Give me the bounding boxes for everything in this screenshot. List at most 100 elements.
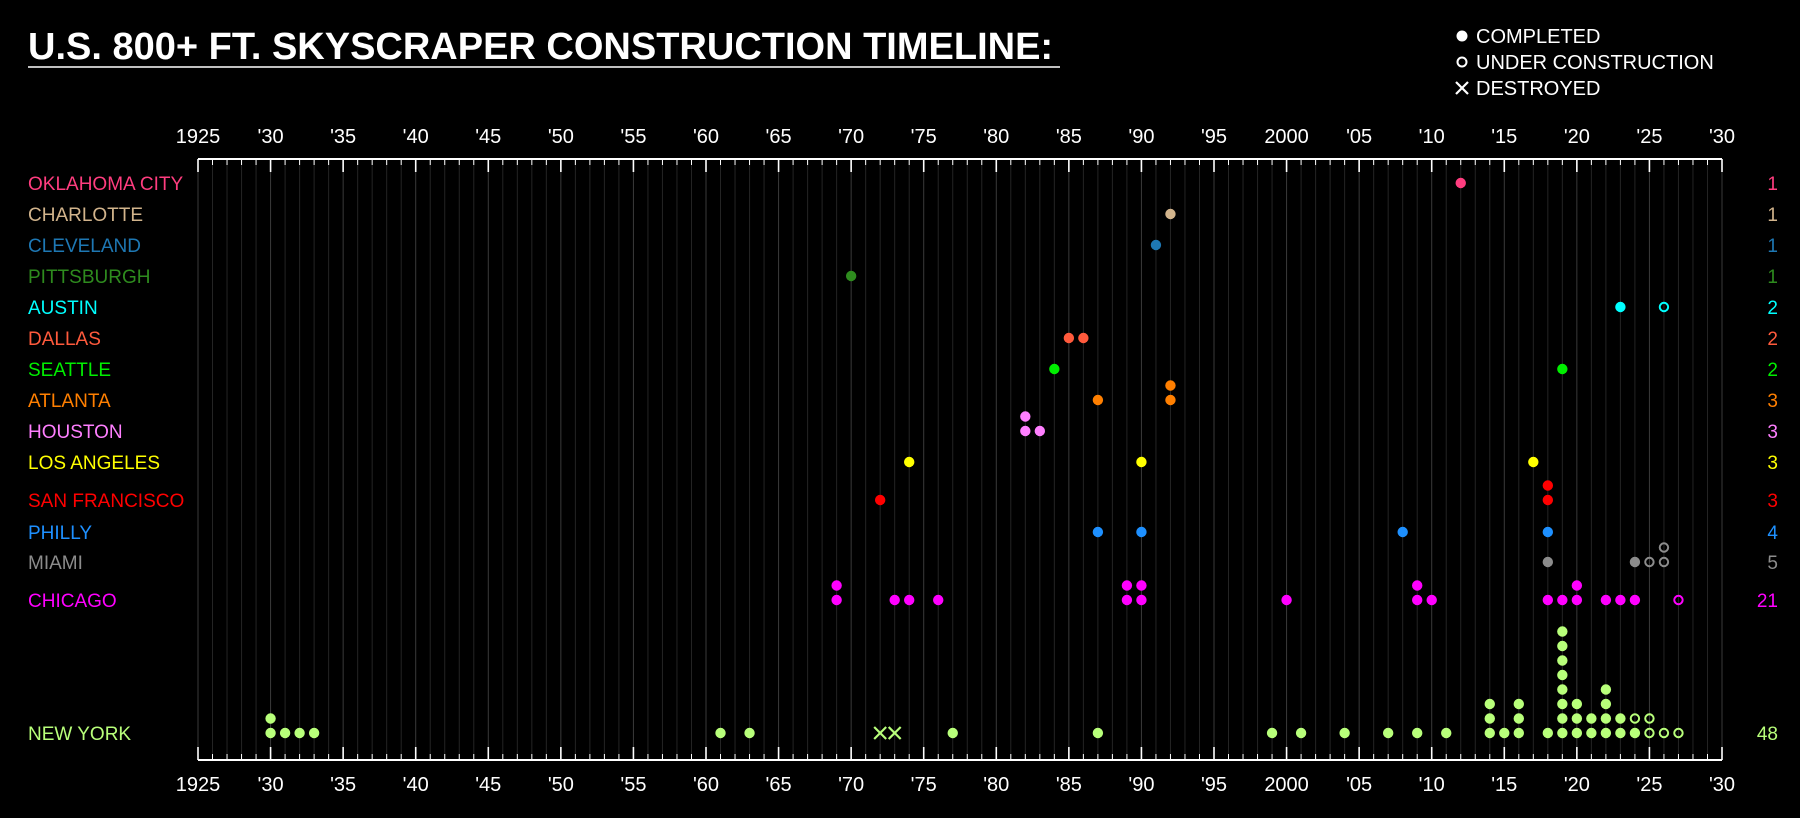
top-tick-label: '80 [983,126,1009,148]
bottom-tick-label: '05 [1346,774,1372,796]
city-count-austin: 2 [1767,298,1778,319]
completed-mark [1542,526,1554,538]
completed-mark [1426,594,1437,606]
top-tick-label: '70 [838,126,864,148]
completed-mark [1571,594,1583,606]
completed-mark [1165,380,1176,391]
bottom-tick-label: '20 [1564,774,1590,796]
completed-mark [1557,363,1568,375]
bottom-tick-label: '95 [1201,774,1227,796]
city-label-atlanta: ATLANTA [28,391,111,412]
completed-mark [1165,394,1176,406]
bottom-tick-label: 2000 [1264,774,1309,796]
completed-mark [1629,594,1641,606]
completed-mark [294,727,305,739]
completed-mark [1557,655,1568,666]
completed-mark [1339,727,1350,739]
city-label-austin: AUSTIN [28,298,98,319]
city-count-dallas: 2 [1767,329,1778,350]
completed-mark [831,594,842,606]
bottom-tick-label: '70 [838,774,864,796]
completed-mark [889,594,900,606]
top-tick-label: 1925 [176,126,221,148]
under-construction-mark [1658,301,1670,313]
destroyed-mark-stroke [887,726,902,740]
completed-mark [1121,594,1133,606]
top-tick-label: '50 [548,126,574,148]
completed-mark [1513,713,1525,724]
bottom-tick-label: '50 [548,774,574,796]
city-label-chicago: CHICAGO [28,591,117,612]
completed-mark [1412,727,1423,739]
completed-mark [1484,727,1495,739]
city-count-seattle: 2 [1767,360,1778,381]
top-tick-label: '30 [1709,126,1735,148]
city-label-oklahoma-city: OKLAHOMA CITY [28,174,184,195]
bottom-tick-label: '15 [1491,774,1517,796]
city-count-oklahoma-city: 1 [1767,174,1778,195]
completed-mark [1586,713,1597,724]
completed-mark [265,713,276,724]
building-marks [265,177,1684,740]
completed-mark [1557,684,1568,695]
top-tick-label: '25 [1636,126,1662,148]
under-construction-mark [1673,727,1684,739]
city-count-san-francisco: 3 [1767,491,1778,512]
completed-mark [1063,332,1075,344]
bottom-tick-label: '30 [258,774,284,796]
completed-mark [1586,727,1597,739]
bottom-tick-label: 1925 [176,774,221,796]
city-count-houston: 3 [1767,422,1778,443]
completed-mark [1136,456,1147,468]
completed-mark [1499,727,1510,739]
legend-destroyed-icon [1455,81,1469,95]
city-count-los-angeles: 3 [1767,453,1778,474]
city-count-charlotte: 1 [1767,205,1778,226]
city-label-new-york: NEW YORK [28,724,131,745]
city-counts: 1 1 1 1 2 2 2 3 3 3 3 4 5 21 48 [1757,174,1779,745]
top-tick-label: '55 [620,126,646,148]
top-tick-label: '40 [403,126,429,148]
top-tick-label: '65 [766,126,792,148]
bottom-tick-label: '60 [693,774,719,796]
completed-mark [1150,239,1162,251]
under-construction-mark [1658,727,1670,739]
completed-mark [1136,526,1147,538]
city-label-pittsburgh: PITTSBURGH [28,267,150,288]
top-tick-label: '05 [1346,126,1372,148]
completed-mark [1600,594,1612,606]
completed-mark [1397,526,1408,538]
bottom-tick-label: '10 [1419,774,1445,796]
bottom-tick-label: '85 [1056,774,1082,796]
city-labels: OKLAHOMA CITY CHARLOTTE CLEVELAND PITTSBURG… [28,174,184,745]
under-construction-mark [1673,594,1684,606]
completed-mark [1121,580,1133,591]
completed-mark [1049,363,1060,375]
legend: COMPLETED UNDER CONSTRUCTION DESTROYED [1455,26,1714,100]
top-tick-label: '90 [1128,126,1154,148]
chart-title: U.S. 800+ FT. SKYSCRAPER CONSTRUCTION TI… [28,26,1053,68]
under-construction-mark [1644,713,1655,724]
bottom-tick-label: '75 [911,774,937,796]
under-construction-mark [1629,713,1641,724]
completed-mark [1557,713,1568,724]
completed-mark [715,727,726,739]
city-label-san-francisco: SAN FRANCISCO [28,491,184,512]
completed-mark [1557,626,1568,637]
completed-mark [1020,425,1031,437]
bottom-tick-label: '25 [1636,774,1662,796]
completed-mark [1571,698,1583,710]
destroyed-mark-stroke [873,726,887,740]
completed-mark [1557,698,1568,710]
destroyed-mark [873,726,887,740]
city-count-philly: 4 [1767,523,1778,544]
completed-mark [1600,684,1612,695]
top-tick-label: '95 [1201,126,1227,148]
legend-under-construction-icon [1456,56,1468,68]
completed-mark [1136,580,1147,591]
legend-label-completed: COMPLETED [1476,26,1600,48]
legend-completed-icon [1456,30,1468,42]
completed-mark [1092,394,1104,406]
completed-mark [1542,494,1554,506]
completed-mark [1441,727,1452,739]
